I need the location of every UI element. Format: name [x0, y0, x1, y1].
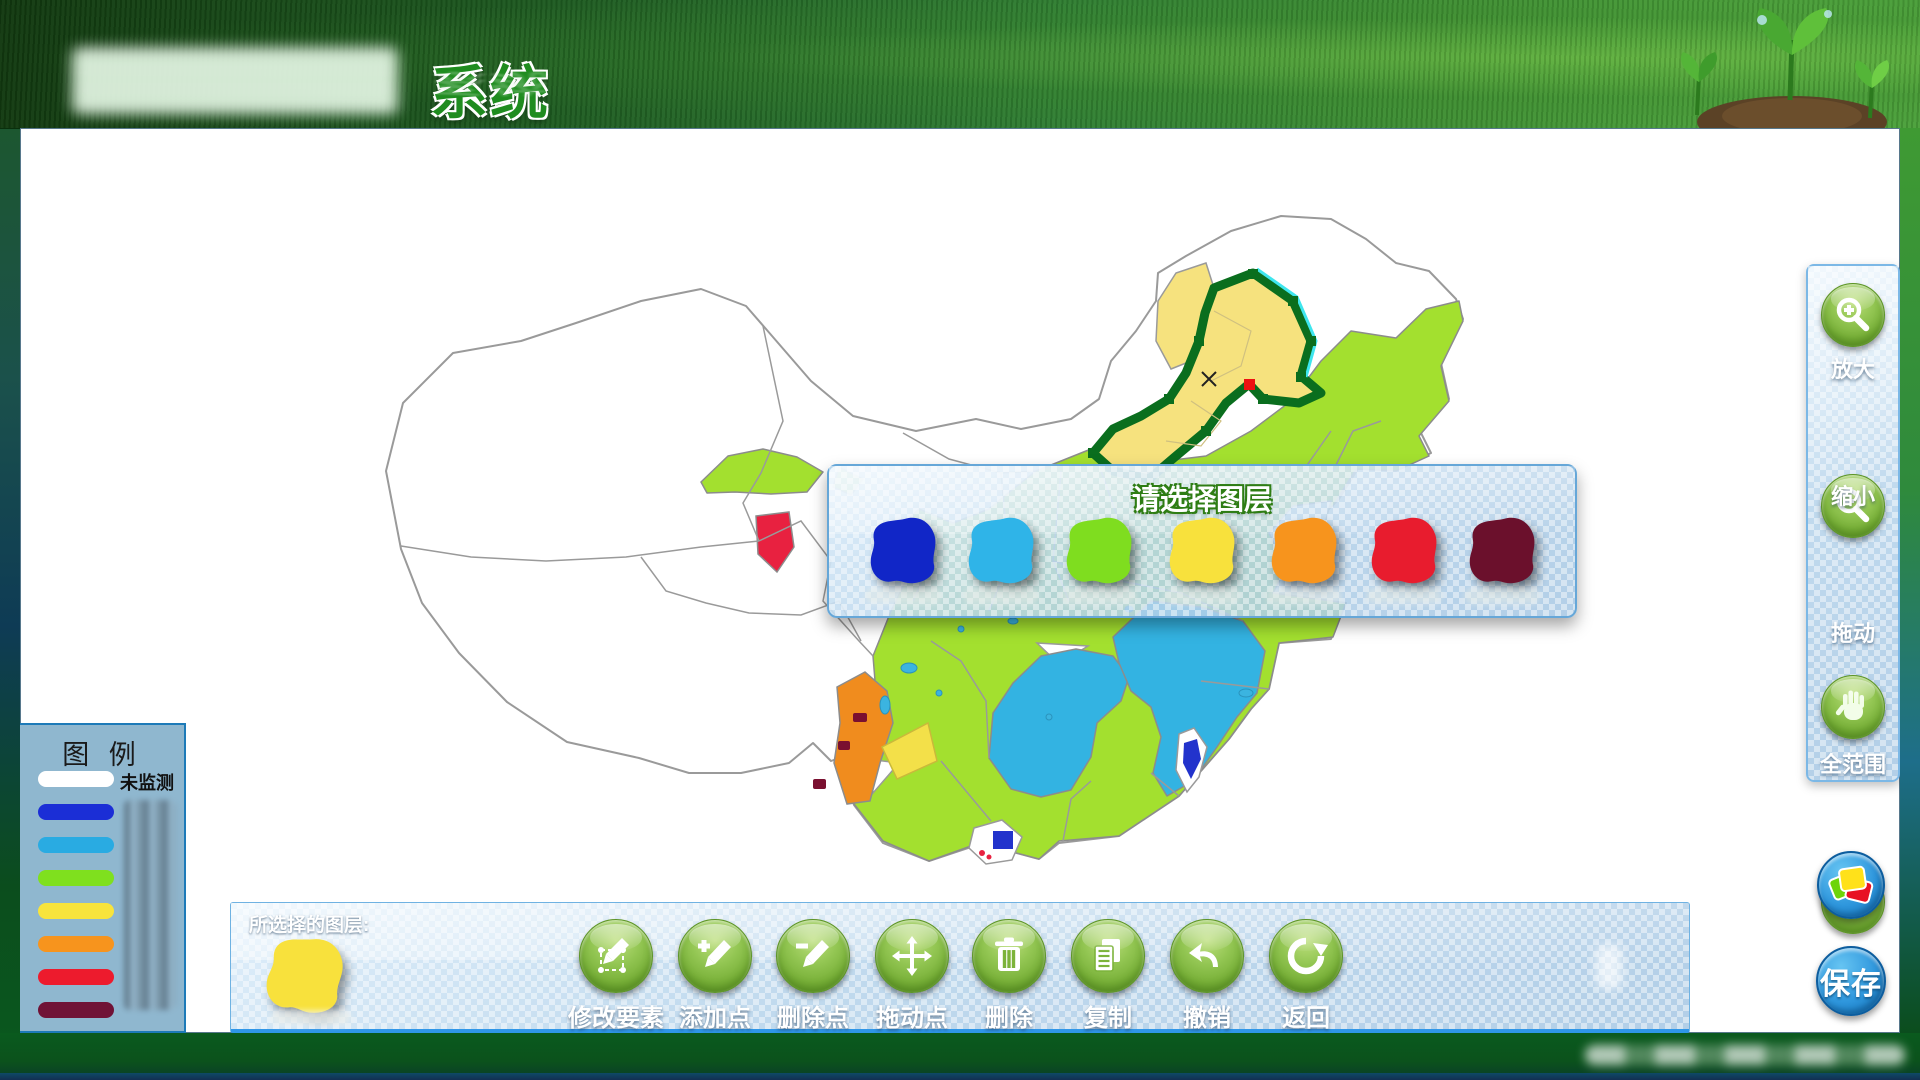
map-navigation-toolbar: 放大 缩小 拖动 [1806, 264, 1900, 934]
map-red-province [755, 511, 795, 574]
legend-labels-blur [124, 800, 176, 1010]
undo-icon [1189, 943, 1218, 967]
legend-swatch-white [38, 771, 114, 787]
map-cyan-provinces [988, 600, 1266, 798]
pan-button[interactable] [1821, 675, 1885, 739]
plant-decoration [1680, 8, 1890, 128]
dialog-title: 请选择图层 [1131, 484, 1272, 515]
copy-button[interactable] [1071, 919, 1145, 993]
delete-icon [995, 937, 1023, 971]
legend-swatch-orange [38, 936, 114, 952]
zoom-in-button[interactable] [1821, 283, 1885, 347]
zoom-in-icon [1836, 297, 1870, 332]
legend-swatch-blue [38, 804, 114, 820]
layer-option-maroon[interactable] [1462, 512, 1542, 584]
add-point-label: 添加点 [679, 1005, 751, 1032]
map-orange-province [833, 671, 894, 805]
layer-label-blur [1266, 588, 1342, 604]
layer-select-dialog: 请选择图层 [827, 464, 1577, 618]
legend-swatch-yellow [38, 903, 114, 919]
legend-swatch-red [38, 969, 114, 985]
zoom-in-label: 放大 [1830, 357, 1876, 382]
delete-point-button[interactable] [776, 919, 850, 993]
add-point-icon [698, 940, 731, 967]
map-hainan [968, 819, 1023, 865]
save-button-label: 保存 [1820, 968, 1882, 1001]
footer-banner [0, 1033, 1920, 1080]
pan-hand-icon [1835, 690, 1864, 720]
zoom-out-button[interactable] [1821, 474, 1885, 538]
undo-label: 撤销 [1183, 1005, 1231, 1032]
map-taiwan [1175, 727, 1208, 794]
map-maroon-patches [813, 713, 867, 789]
selected-layer-swatch [259, 931, 351, 1017]
layer-label-blur [963, 588, 1039, 604]
return-label: 返回 [1282, 1005, 1330, 1032]
legend-title: 图 例 [62, 740, 142, 770]
footer-strip [0, 1073, 1920, 1080]
legend-panel: 图 例 未监测 [20, 723, 186, 1033]
selection-cyan-accent [1256, 267, 1318, 378]
delete-point-label: 删除点 [777, 1005, 849, 1032]
layer-label-blur [865, 588, 941, 604]
layer-label-blur [1164, 588, 1240, 604]
copy-label: 复制 [1084, 1005, 1132, 1032]
edit-toolbar: 所选择的图层: 修改要素 添加点 [230, 902, 1690, 1033]
layer-label-blur [1464, 588, 1540, 604]
active-vertex [1244, 379, 1255, 390]
layer-option-dark-blue[interactable] [863, 512, 943, 584]
legend-label: 未监测 [120, 773, 174, 793]
return-icon [1287, 937, 1328, 975]
app-title: 系统 [430, 61, 551, 126]
header-banner: 系统 系统 [0, 0, 1920, 129]
save-button[interactable]: 保存 [1816, 946, 1886, 1016]
layer-option-cyan[interactable] [961, 512, 1041, 584]
selected-layer-label: 所选择的图层: [249, 915, 370, 936]
layer-option-green[interactable] [1059, 512, 1139, 584]
layer-switch-button[interactable] [1817, 851, 1885, 919]
layer-option-orange[interactable] [1264, 512, 1344, 584]
legend-swatch-maroon [38, 1002, 114, 1018]
legend-swatch-green [38, 870, 114, 886]
legend-swatch-cyan [38, 837, 114, 853]
copy-icon [1094, 939, 1120, 972]
toolbar-blur-mark [1596, 945, 1622, 989]
delete-label: 删除 [985, 1005, 1033, 1032]
layers-icon [1828, 865, 1874, 904]
drag-point-icon [892, 936, 932, 976]
delete-point-icon [796, 940, 829, 967]
layer-option-yellow[interactable] [1162, 512, 1242, 584]
zoom-out-label: 缩小 [1830, 484, 1876, 509]
delete-button[interactable] [972, 919, 1046, 993]
layer-label-blur [1061, 588, 1137, 604]
pan-label: 拖动 [1830, 621, 1876, 646]
drag-point-button[interactable] [875, 919, 949, 993]
modify-feature-icon [598, 938, 629, 973]
add-point-button[interactable] [678, 919, 752, 993]
layer-option-red[interactable] [1364, 512, 1444, 584]
modify-feature-button[interactable] [579, 919, 653, 993]
selected-layer-label-blur [271, 1011, 351, 1025]
redacted-title-blur [72, 48, 398, 114]
background-edge [1900, 128, 1920, 1033]
drag-point-label: 拖动点 [876, 1005, 948, 1032]
modify-feature-label: 修改要素 [568, 1005, 664, 1032]
layer-label-blur [1366, 588, 1442, 604]
return-button[interactable] [1269, 919, 1343, 993]
footer-blur-mark [1585, 1045, 1905, 1065]
undo-button[interactable] [1170, 919, 1244, 993]
map-yellow-patch [881, 721, 938, 780]
full-extent-label: 全范围 [1819, 752, 1887, 777]
app-title-reflection: 系统 [430, 68, 551, 98]
edit-cross-marker [1201, 371, 1217, 387]
